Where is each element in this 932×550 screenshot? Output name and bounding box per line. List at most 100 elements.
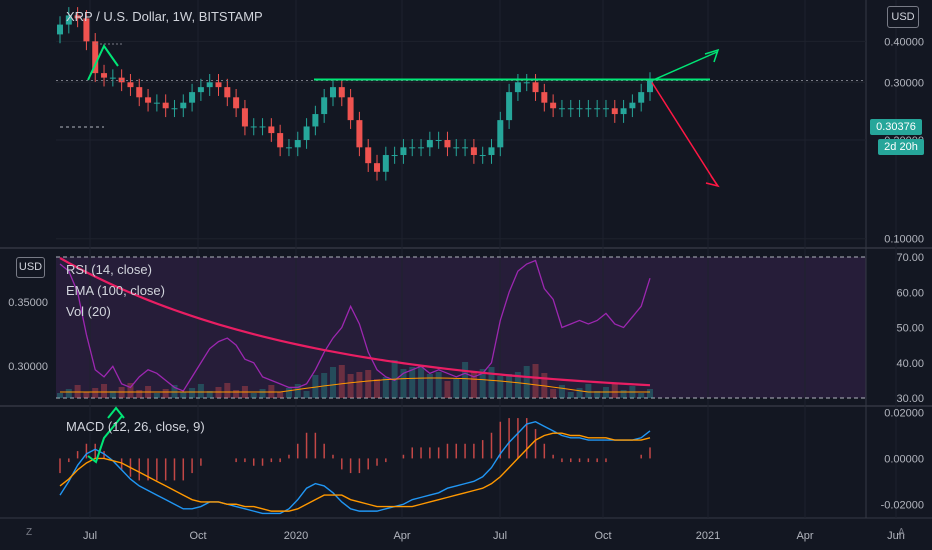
y-tick-label: 0.00000 xyxy=(884,453,924,465)
volume-bar xyxy=(409,367,416,398)
left-currency-button[interactable]: USD xyxy=(16,257,45,278)
y-tick-label: 30.00 xyxy=(896,393,924,405)
candle-body xyxy=(241,108,248,127)
candle-body xyxy=(470,147,477,156)
candle-body xyxy=(189,92,196,103)
volume-bar xyxy=(382,377,389,398)
candle-body xyxy=(629,102,636,109)
left-y-tick-label: 0.30000 xyxy=(8,361,48,373)
candle-body xyxy=(74,15,81,19)
volume-bar xyxy=(136,390,143,398)
candles xyxy=(57,7,653,181)
candle-body xyxy=(136,87,143,98)
chart-title: XRP / U.S. Dollar, 1W, BITSTAMP xyxy=(66,9,263,24)
ema-label[interactable]: EMA (100, close) xyxy=(66,283,165,298)
candle-body xyxy=(83,18,90,42)
volume-bar xyxy=(109,391,116,398)
volume-bar xyxy=(576,388,583,398)
currency-button[interactable]: USD xyxy=(887,6,919,28)
macd-label[interactable]: MACD (12, 26, close, 9) xyxy=(66,419,205,434)
x-tick-label: 2020 xyxy=(284,530,308,542)
y-tick-label: 0.10000 xyxy=(884,234,924,246)
y-tick-label: 70.00 xyxy=(896,252,924,264)
volume-bar xyxy=(611,383,618,398)
candle-body xyxy=(338,87,345,98)
volume-bar xyxy=(488,367,495,398)
volume-bar xyxy=(356,372,363,398)
macd-hand-drawn-arrow xyxy=(107,406,125,419)
volume-bar xyxy=(647,389,653,398)
candle-body xyxy=(444,140,451,148)
vol-label[interactable]: Vol (20) xyxy=(66,304,111,319)
candle-body xyxy=(647,80,653,93)
candle-body xyxy=(285,147,292,149)
zoom-corner[interactable]: Z xyxy=(26,527,33,538)
candle-body xyxy=(92,41,99,74)
auto-scale-corner[interactable]: A xyxy=(898,527,905,538)
volume-bar xyxy=(514,372,521,398)
candle-body xyxy=(567,108,574,110)
macd-line xyxy=(59,421,651,515)
last-price-tag: 0.30376 xyxy=(870,119,922,135)
axes-labels: Jul Oct 2020 Apr Jul Oct 2021 Apr Jun 0.40000 0.30… xyxy=(8,36,924,542)
candle-body xyxy=(109,77,116,79)
candle-body xyxy=(321,97,328,115)
volume-bar xyxy=(233,390,240,398)
volume-bar xyxy=(57,393,63,398)
candle-body xyxy=(594,108,601,110)
candle-body xyxy=(374,163,381,172)
candle-body xyxy=(462,147,469,149)
x-tick-label: Jul xyxy=(493,530,507,542)
y-tick-label: 40.00 xyxy=(896,358,924,370)
candle-body xyxy=(162,102,169,109)
volume-bar xyxy=(506,374,513,398)
volume-bar xyxy=(550,389,557,398)
volume-bar xyxy=(153,393,160,398)
candle-body xyxy=(118,77,125,83)
candle-body xyxy=(101,73,108,78)
candle-body xyxy=(400,147,407,156)
candle-body xyxy=(576,108,583,110)
volume-bar xyxy=(532,364,539,398)
volume-bar xyxy=(462,362,469,398)
candle-body xyxy=(550,102,557,109)
volume-bar xyxy=(189,388,196,398)
volume-bar xyxy=(347,374,354,398)
volume-bar xyxy=(338,365,345,398)
volume-bar xyxy=(426,374,433,398)
candle-body xyxy=(65,15,72,25)
candle-body xyxy=(638,92,645,103)
y-tick-label: 0.40000 xyxy=(884,36,924,48)
candle-body xyxy=(391,155,398,157)
candle-body xyxy=(180,102,187,109)
volume-bar xyxy=(127,383,134,398)
candle-body xyxy=(620,108,627,115)
down-arrow xyxy=(651,82,718,186)
candle-body xyxy=(602,108,609,110)
volume-bar xyxy=(294,384,301,398)
volume-bar xyxy=(180,392,187,398)
candle-body xyxy=(259,126,266,128)
candle-body xyxy=(303,126,310,141)
candle-body xyxy=(171,108,178,110)
candle-body xyxy=(506,92,513,121)
volume-bar xyxy=(65,389,72,398)
x-tick-label: 2021 xyxy=(696,530,720,542)
x-tick-label: Oct xyxy=(189,530,206,542)
candle-body xyxy=(233,97,240,109)
y-tick-label: 50.00 xyxy=(896,323,924,335)
volume-bar xyxy=(224,383,231,398)
candle-body xyxy=(497,120,504,148)
volume-bar xyxy=(312,375,319,398)
volume-bar xyxy=(162,389,169,398)
x-tick-label: Apr xyxy=(796,530,813,542)
volume-bar xyxy=(83,392,90,398)
volume-bar xyxy=(303,391,310,398)
candle-body xyxy=(365,147,372,164)
candle-body xyxy=(426,140,433,148)
grid-lines xyxy=(0,0,932,519)
x-tick-label: Jun xyxy=(887,530,905,542)
rsi-label[interactable]: RSI (14, close) xyxy=(66,262,152,277)
hand-drawn-arrow xyxy=(87,44,119,81)
